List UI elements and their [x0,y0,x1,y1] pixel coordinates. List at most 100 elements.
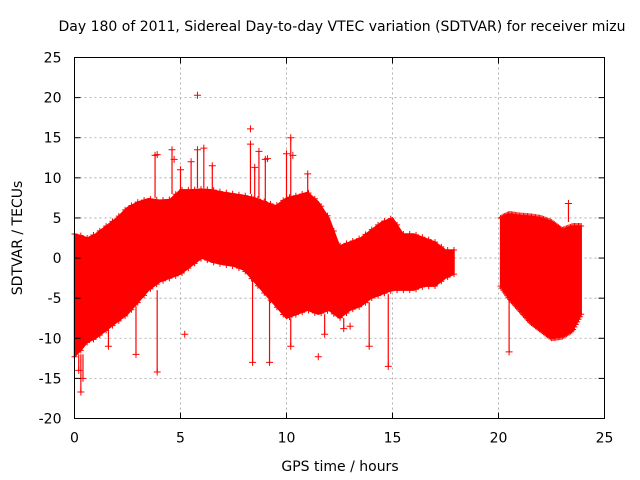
data-point [563,225,570,232]
data-point [254,196,261,203]
data-point [425,236,432,243]
data-point [578,311,585,318]
y-tick-label: -15 [39,371,62,387]
y-tick-label: 25 [44,51,62,67]
data-point [153,196,160,203]
data-point [280,311,287,318]
data-point [576,313,583,320]
data-point [387,287,394,294]
data-point [406,287,413,294]
data-point [216,260,223,267]
data-point [248,275,255,282]
data-point [450,271,457,278]
data-point [122,313,129,320]
data-point [321,330,329,338]
data-point [122,206,129,213]
data-point [349,306,356,313]
data-point [170,155,178,163]
data-spikes [75,134,572,396]
data-point [84,339,91,346]
x-tick-labels: 0 5 10 15 20 25 [70,431,613,447]
data-point [185,186,192,193]
data-point [450,247,457,254]
data-point [381,218,388,225]
data-point [204,257,211,264]
data-point [432,239,439,246]
data-point [168,146,176,154]
y-tick-labels: -20 -15 -10 -5 0 5 10 15 20 25 [39,51,62,428]
data-point [567,223,574,230]
data-point [346,322,354,330]
data-point [305,307,312,314]
x-tick-label: 20 [490,431,508,447]
data-point [223,189,230,196]
data-point [166,196,173,203]
data-point [337,314,344,321]
data-point [438,278,445,285]
data-point [246,125,254,133]
data-point [540,215,547,222]
data-point [141,197,148,204]
data-band [499,213,582,340]
data-point [324,307,331,314]
data-point [318,310,325,317]
data-point [235,191,242,198]
data-point [564,200,572,208]
data-point [286,194,293,201]
data-outliers [153,91,354,361]
data-point [568,327,575,334]
data-point [235,265,242,272]
data-point [134,199,141,206]
data-point [419,234,426,241]
y-tick-label: -10 [39,331,62,347]
x-tick-label: 5 [176,431,185,447]
data-point [559,226,566,233]
data-point [191,260,198,267]
data-point [109,322,116,329]
data-point [153,151,161,159]
y-tick-label: -20 [39,412,62,428]
data-point [249,358,257,366]
data-point [153,281,160,288]
data-point [90,336,97,343]
data-point [287,342,295,350]
x-axis-label: GPS time / hours [281,459,398,475]
data-point [172,272,179,279]
data-point [541,216,548,223]
data-point [330,227,337,234]
y-tick-label: 15 [44,131,62,147]
y-axis-label: SDTVAR / TECUs [10,181,26,296]
data-point [242,268,249,275]
data-point [287,134,295,142]
data-point [193,146,201,154]
data-point [204,186,211,193]
data-point [362,299,369,306]
data-point [340,325,348,333]
data-point [263,155,271,163]
data-point [177,166,184,174]
data-point [574,318,581,325]
data-point [337,242,344,249]
data-point [413,286,420,293]
data-point [172,191,179,198]
data-point [96,227,103,234]
data-point [368,294,375,301]
data-point [128,306,135,313]
data-point [115,317,122,324]
data-point [160,197,167,204]
data-point [413,231,420,238]
plot-frame [74,57,605,419]
data-point [356,303,363,310]
data-point [77,347,84,354]
data-point [444,274,451,281]
data-point [115,213,122,220]
data-point [318,203,325,210]
data-point [254,282,261,289]
data-point [147,285,154,292]
data-point [134,299,141,306]
axis-ticks [74,57,605,419]
data-point [77,232,84,239]
data-point [406,230,413,237]
data-point [570,326,577,333]
data-point [425,283,432,290]
